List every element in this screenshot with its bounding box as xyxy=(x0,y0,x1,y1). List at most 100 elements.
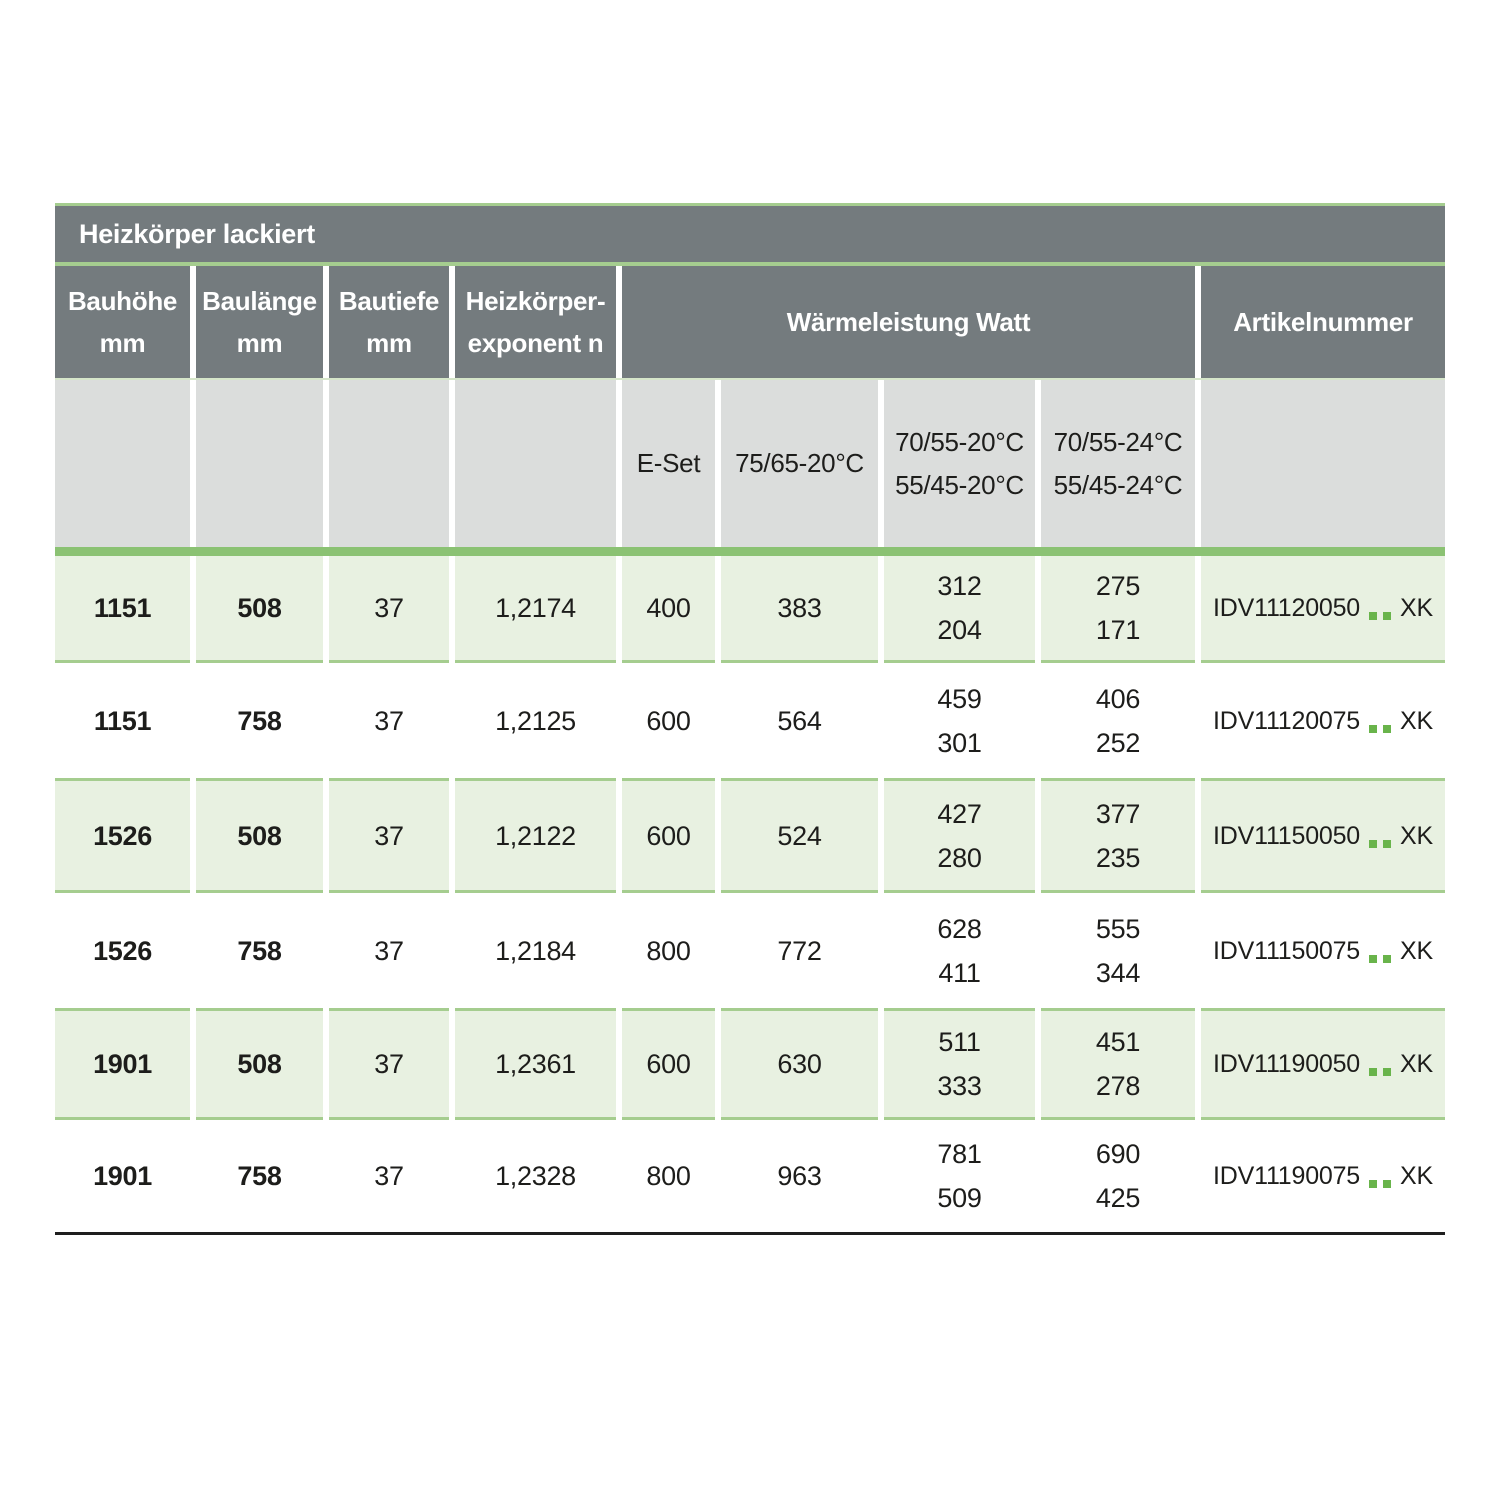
cell-value: 171 xyxy=(1095,615,1141,645)
cell-watt-7565: 383 xyxy=(721,556,878,663)
cell-value: 600 xyxy=(646,1049,691,1079)
article-dot-icon xyxy=(1369,1068,1378,1076)
cell-value: 37 xyxy=(374,820,404,851)
cell-value: 508 xyxy=(237,593,282,623)
cell-value: 1,2361 xyxy=(495,1049,576,1079)
cell-value: 406 xyxy=(1095,683,1141,714)
article-dot-icon xyxy=(1383,1068,1392,1076)
col-header-text: exponent n xyxy=(467,328,604,358)
heizkoerper-spec-table: Heizkörper lackiert Bauhöhe mm Baulänge … xyxy=(55,203,1445,1235)
cell-eset: 600 xyxy=(622,778,715,893)
article-suffix: XK xyxy=(1400,821,1433,850)
cell-value: 235 xyxy=(1095,842,1141,873)
cell-exponent: 1,2174 xyxy=(455,556,616,663)
article-prefix: IDV11120075 xyxy=(1213,706,1361,735)
cell-artikelnummer: IDV11190075 XK xyxy=(1201,1120,1445,1232)
col-header-bautiefe: Bautiefe mm xyxy=(329,266,449,378)
cell-value: 564 xyxy=(777,705,822,736)
col-header-text: mm xyxy=(99,328,146,358)
cell-eset: 800 xyxy=(622,893,715,1008)
cell-value: 1526 xyxy=(93,935,152,966)
table-row: 1151 758 37 1,2125 600 564 459 301 406 2… xyxy=(55,663,1445,778)
subheader-text: E-Set xyxy=(636,448,701,478)
article-dot-icon xyxy=(1383,612,1392,620)
cell-exponent: 1,2122 xyxy=(455,778,616,893)
cell-artikelnummer: IDV11150050 XK xyxy=(1201,778,1445,893)
article-prefix: IDV11120050 xyxy=(1213,594,1361,622)
table-row: 1901 758 37 1,2328 800 963 781 509 690 4… xyxy=(55,1120,1445,1232)
cell-value: 1151 xyxy=(93,593,152,623)
table-bottom-border xyxy=(55,1232,1445,1235)
cell-value: 400 xyxy=(646,593,691,623)
cell-value: 427 xyxy=(937,798,982,829)
cell-value: 252 xyxy=(1095,727,1141,758)
cell-watt-7055-24: 555 344 xyxy=(1041,893,1195,1008)
cell-watt-7055-20: 427 280 xyxy=(884,778,1035,893)
cell-value: 800 xyxy=(646,935,691,966)
article-dot-icon xyxy=(1369,612,1378,620)
cell-value: 37 xyxy=(374,1049,404,1079)
cell-exponent: 1,2184 xyxy=(455,893,616,1008)
cell-value: 280 xyxy=(937,842,982,873)
col-header-text: Artikelnummer xyxy=(1233,307,1413,337)
cell-watt-7055-20: 459 301 xyxy=(884,663,1035,778)
col-header-text: Bauhöhe xyxy=(67,286,178,316)
col-header-baulaenge: Baulänge mm xyxy=(196,266,323,378)
cell-value: 555 xyxy=(1095,913,1141,944)
cell-baulaenge: 508 xyxy=(196,556,323,663)
col-header-text: mm xyxy=(236,328,283,358)
article-dot-icon xyxy=(1383,839,1392,848)
cell-value: 1,2174 xyxy=(495,593,576,623)
col-header-exponent: Heizkörper- exponent n xyxy=(455,266,616,378)
table-title-row: Heizkörper lackiert xyxy=(55,206,1445,262)
cell-exponent: 1,2125 xyxy=(455,663,616,778)
cell-watt-7055-20: 781 509 xyxy=(884,1120,1035,1232)
cell-value: 344 xyxy=(1095,957,1141,988)
cell-value: 511 xyxy=(938,1027,981,1057)
subheader-7055-20: 70/55-20°C 55/45-20°C xyxy=(884,380,1035,547)
cell-bautiefe: 37 xyxy=(329,1120,449,1232)
subheader-text: 70/55-24°C xyxy=(1053,426,1183,457)
cell-baulaenge: 508 xyxy=(196,1008,323,1120)
cell-watt-7055-24: 451 278 xyxy=(1041,1008,1195,1120)
table-row: 1151 508 37 1,2174 400 383 312 204 275 1… xyxy=(55,556,1445,663)
article-prefix: IDV11150075 xyxy=(1213,936,1361,965)
cell-value: 37 xyxy=(374,1161,404,1191)
cell-exponent: 1,2328 xyxy=(455,1120,616,1232)
cell-artikelnummer: IDV11150075 XK xyxy=(1201,893,1445,1008)
cell-value: 600 xyxy=(646,705,691,736)
cell-value: 524 xyxy=(777,820,822,851)
subheader-7565-20: 75/65-20°C xyxy=(721,380,878,547)
cell-value: 312 xyxy=(937,571,982,601)
title-separator-line xyxy=(55,262,1445,266)
cell-value: 628 xyxy=(937,913,982,944)
cell-value: 690 xyxy=(1095,1139,1141,1169)
article-prefix: IDV11150050 xyxy=(1213,821,1361,850)
subheader-7055-24: 70/55-24°C 55/45-24°C xyxy=(1041,380,1195,547)
table-row: 1526 508 37 1,2122 600 524 427 280 377 2… xyxy=(55,778,1445,893)
cell-watt-7055-20: 628 411 xyxy=(884,893,1035,1008)
cell-value: 278 xyxy=(1095,1071,1141,1101)
cell-value: 1,2125 xyxy=(495,705,576,736)
cell-value: 600 xyxy=(646,820,691,851)
cell-bautiefe: 37 xyxy=(329,778,449,893)
cell-value: 333 xyxy=(937,1071,982,1101)
cell-artikelnummer: IDV11120050 XK xyxy=(1201,556,1445,663)
col-header-text: Baulänge xyxy=(202,286,317,316)
col-header-artikelnummer: Artikelnummer xyxy=(1201,266,1445,378)
col-header-text: Heizkörper- xyxy=(465,286,606,316)
article-prefix: IDV11190075 xyxy=(1213,1162,1361,1190)
cell-value: 800 xyxy=(646,1161,691,1191)
cell-value: 1151 xyxy=(93,705,152,736)
article-dot-icon xyxy=(1369,1180,1378,1188)
article-dot-icon xyxy=(1369,724,1378,733)
cell-value: 425 xyxy=(1095,1183,1141,1213)
cell-value: 758 xyxy=(237,935,282,966)
cell-value: 37 xyxy=(374,935,404,966)
col-header-text: Wärmeleistung Watt xyxy=(786,307,1031,337)
col-header-bauhoehe: Bauhöhe mm xyxy=(55,266,190,378)
cell-value: 411 xyxy=(938,957,981,988)
subheader-eset: E-Set xyxy=(622,380,715,547)
article-suffix: XK xyxy=(1400,1162,1433,1190)
cell-value: 383 xyxy=(777,593,822,623)
